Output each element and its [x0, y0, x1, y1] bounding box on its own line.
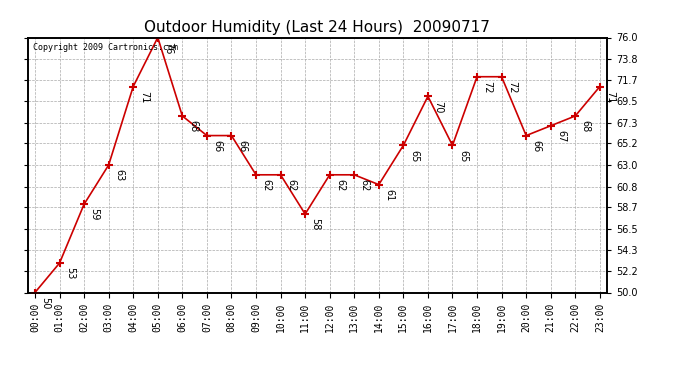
Text: 72: 72 — [482, 81, 493, 93]
Text: 72: 72 — [507, 81, 517, 93]
Text: 53: 53 — [65, 267, 75, 280]
Text: 66: 66 — [532, 140, 542, 152]
Text: 71: 71 — [139, 91, 149, 103]
Text: 62: 62 — [359, 179, 370, 191]
Text: 62: 62 — [286, 179, 296, 191]
Text: 63: 63 — [115, 169, 124, 182]
Text: 50: 50 — [41, 297, 50, 309]
Text: 62: 62 — [262, 179, 272, 191]
Text: 68: 68 — [188, 120, 198, 132]
Text: 67: 67 — [556, 130, 566, 142]
Text: 65: 65 — [458, 150, 468, 162]
Text: 71: 71 — [605, 91, 615, 103]
Text: 70: 70 — [433, 100, 444, 113]
Text: 59: 59 — [90, 209, 99, 221]
Text: 61: 61 — [384, 189, 395, 201]
Text: 62: 62 — [335, 179, 345, 191]
Text: 65: 65 — [409, 150, 419, 162]
Text: Copyright 2009 Cartronics.com: Copyright 2009 Cartronics.com — [33, 43, 179, 52]
Title: Outdoor Humidity (Last 24 Hours)  20090717: Outdoor Humidity (Last 24 Hours) 2009071… — [144, 20, 491, 35]
Text: 66: 66 — [213, 140, 222, 152]
Text: 58: 58 — [310, 218, 321, 231]
Text: 68: 68 — [581, 120, 591, 132]
Text: 66: 66 — [237, 140, 247, 152]
Text: 76: 76 — [164, 42, 173, 54]
